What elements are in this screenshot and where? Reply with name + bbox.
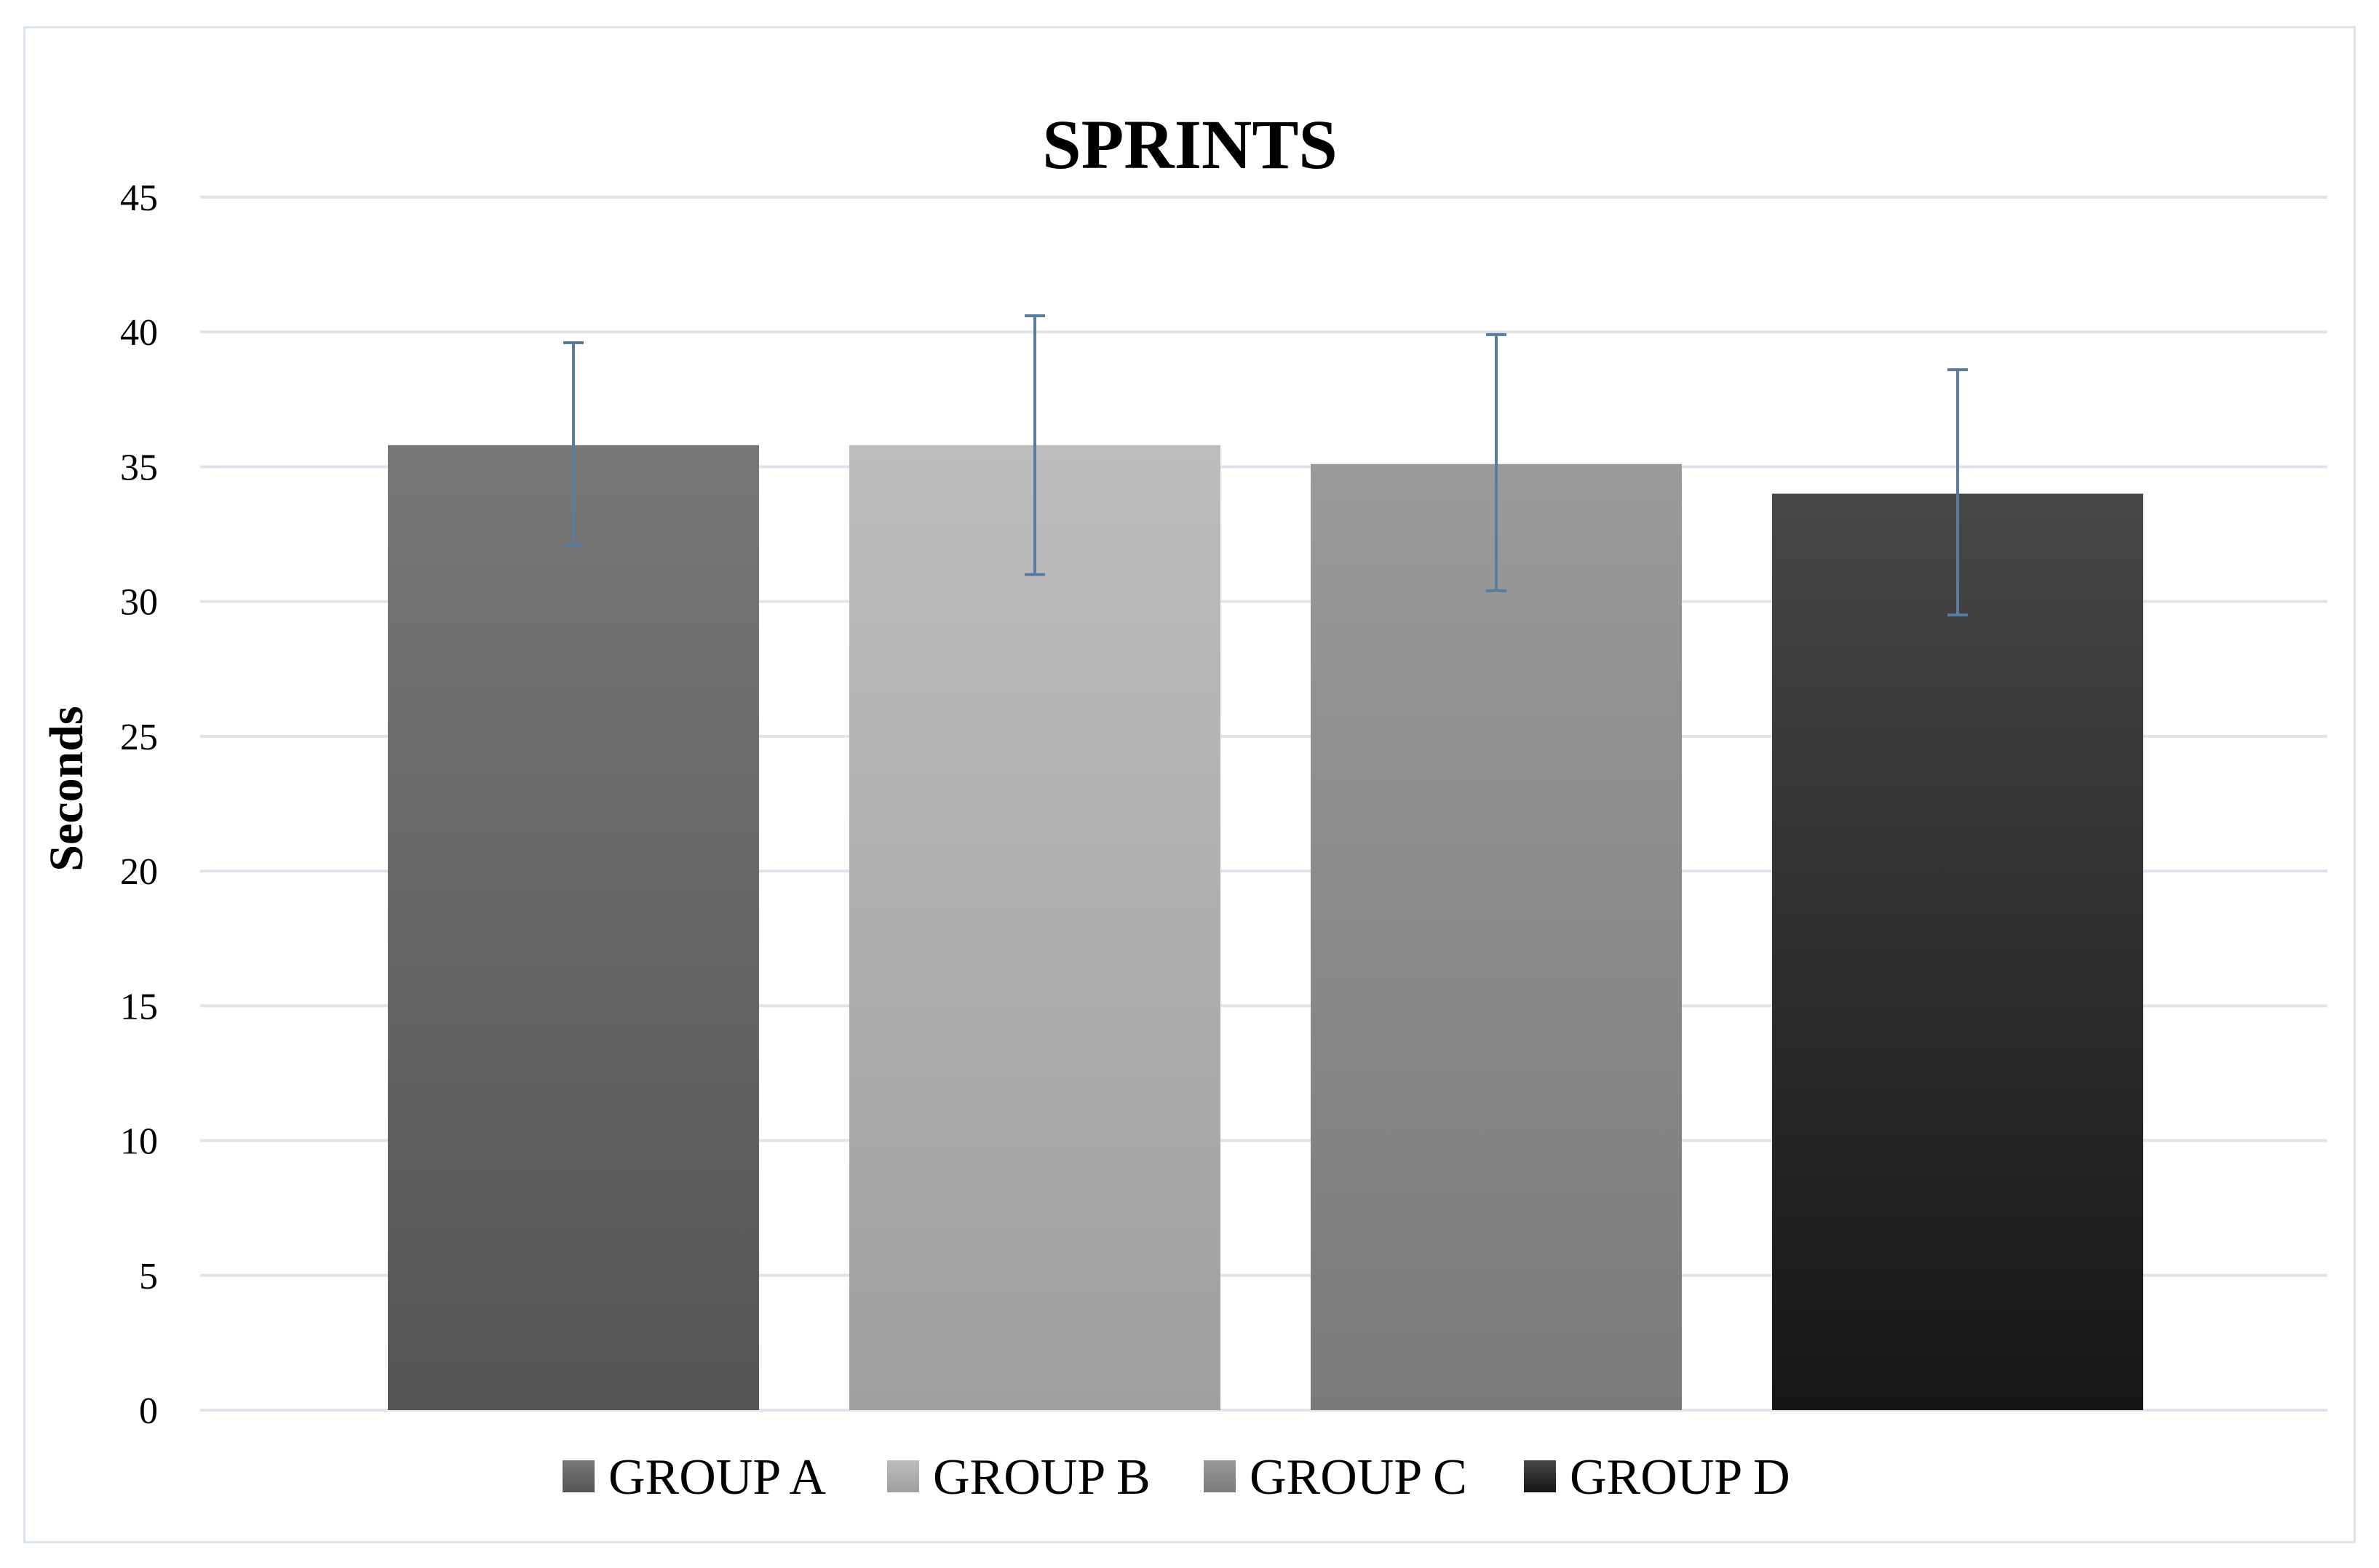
bar-group-b bbox=[849, 445, 1220, 1411]
legend-item-group-d: GROUP D bbox=[1524, 1449, 1790, 1505]
y-tick-label: 30 bbox=[120, 582, 158, 624]
legend-item-group-a: GROUP A bbox=[563, 1449, 826, 1505]
bar-chart: SPRINTS Seconds 0 5 10 15 20 25 30 35 40 45 GROUP… bbox=[40, 106, 2327, 1505]
chart-frame: SPRINTS Seconds 0 5 10 15 20 25 30 35 40 45 GROUP… bbox=[23, 26, 2356, 1543]
y-tick-label: 5 bbox=[139, 1256, 158, 1297]
legend-swatch bbox=[1524, 1460, 1556, 1492]
y-axis-ticks: 0 5 10 15 20 25 30 35 40 45 bbox=[120, 178, 158, 1432]
bar-group-c bbox=[1311, 463, 1682, 1410]
legend-swatch bbox=[563, 1460, 595, 1492]
legend-label: GROUP B bbox=[933, 1449, 1151, 1505]
legend-label: GROUP D bbox=[1570, 1449, 1790, 1505]
y-tick-label: 10 bbox=[120, 1121, 158, 1163]
error-bar bbox=[1947, 368, 1968, 617]
chart-title: SPRINTS bbox=[1042, 106, 1337, 183]
legend-label: GROUP C bbox=[1250, 1449, 1467, 1505]
legend: GROUP A GROUP B GROUP C GROUP D bbox=[563, 1449, 1790, 1505]
error-bar bbox=[563, 341, 584, 546]
bar-group-a bbox=[388, 445, 759, 1411]
error-bars bbox=[563, 314, 1968, 617]
error-bar bbox=[1486, 333, 1506, 592]
bar-group-d bbox=[1772, 493, 2143, 1410]
y-axis-label: Seconds bbox=[40, 706, 93, 871]
y-tick-label: 35 bbox=[120, 447, 158, 488]
y-tick-label: 45 bbox=[120, 178, 158, 219]
y-tick-label: 25 bbox=[120, 717, 158, 758]
legend-label: GROUP A bbox=[608, 1449, 826, 1505]
bars bbox=[388, 445, 2143, 1411]
legend-item-group-c: GROUP C bbox=[1204, 1449, 1467, 1505]
y-tick-label: 40 bbox=[120, 312, 158, 354]
error-bar bbox=[1025, 314, 1045, 576]
y-tick-label: 20 bbox=[120, 851, 158, 893]
legend-swatch bbox=[1204, 1460, 1236, 1492]
legend-swatch bbox=[887, 1460, 919, 1492]
y-tick-label: 0 bbox=[139, 1390, 158, 1432]
y-tick-label: 15 bbox=[120, 986, 158, 1027]
legend-item-group-b: GROUP B bbox=[887, 1449, 1151, 1505]
